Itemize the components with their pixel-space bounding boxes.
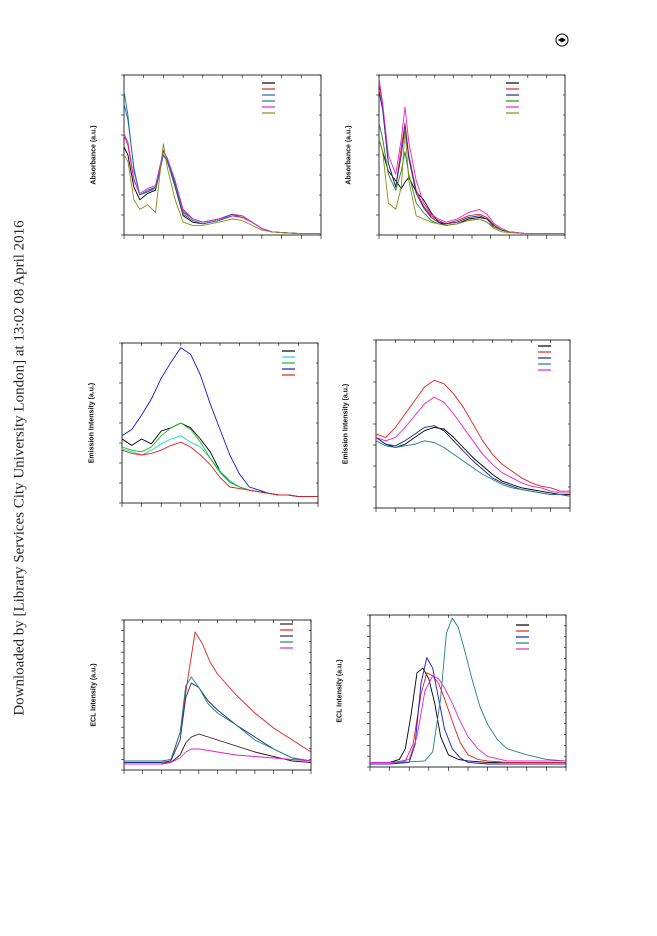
y-axis-label: Absorbance (a.u.) xyxy=(90,125,98,185)
series-line-1 xyxy=(370,667,566,763)
series-line-3 xyxy=(124,682,312,763)
series-line-5 xyxy=(370,675,566,763)
download-watermark: Downloaded by [Library Services City Uni… xyxy=(0,0,40,936)
tick-marks xyxy=(121,74,322,239)
series-line-1 xyxy=(123,146,321,234)
series-line-5 xyxy=(123,135,321,234)
series-line-4 xyxy=(124,676,312,762)
chart-svg xyxy=(119,342,319,507)
series-line-3 xyxy=(370,657,566,765)
series-line-2 xyxy=(370,672,566,763)
tick-marks xyxy=(121,619,312,774)
y-axis-label: ECL Intensity (a.u.) xyxy=(90,663,98,727)
tick-marks xyxy=(376,74,566,239)
series-line-4 xyxy=(121,347,318,498)
series-line-2 xyxy=(375,379,570,492)
series-line-3 xyxy=(123,103,321,234)
tick-marks xyxy=(119,342,319,507)
series-line-1 xyxy=(375,426,570,496)
series-line-2 xyxy=(124,631,312,765)
series-line-6 xyxy=(378,128,565,234)
series-line-5 xyxy=(121,441,318,498)
series-line-5 xyxy=(124,748,312,765)
chart-svg xyxy=(121,619,312,774)
tick-marks xyxy=(367,614,567,771)
series-line-6 xyxy=(123,143,321,234)
chart-svg xyxy=(367,614,567,771)
y-axis-label: ECL Intensity (a.u.) xyxy=(336,659,344,723)
circled-logo-icon xyxy=(555,33,569,47)
tick-marks xyxy=(373,339,571,512)
series-line-5 xyxy=(378,78,565,234)
chart-svg xyxy=(121,74,322,239)
plot-frame xyxy=(121,342,319,504)
series-line-4 xyxy=(375,440,571,497)
y-axis-label: Absorbance (a.u.) xyxy=(345,125,353,185)
chart-absorbance-right: Absorbance (a.u.) xyxy=(336,65,576,250)
y-axis-label: Emission Intensity (a.u.) xyxy=(88,382,96,464)
chart-emission-left: Emission Intensity (a.u.) xyxy=(84,335,329,520)
y-axis-label: Emission Intensity (a.u.) xyxy=(342,383,350,465)
chart-svg xyxy=(373,339,571,512)
series-line-4 xyxy=(370,617,567,763)
chart-ecl-left: ECL Intensity (a.u.) xyxy=(84,610,329,785)
chart-ecl-right: ECL Intensity (a.u.) xyxy=(336,605,576,785)
series-line-2 xyxy=(121,435,318,498)
download-watermark-text: Downloaded by [Library Services City Uni… xyxy=(11,220,28,716)
chart-absorbance-left: Absorbance (a.u.) xyxy=(84,65,329,250)
chart-emission-right: Emission Intensity (a.u.) xyxy=(336,330,576,520)
series-line-3 xyxy=(375,425,571,497)
series-line-1 xyxy=(124,733,312,765)
series-line-1 xyxy=(121,422,318,498)
chart-svg xyxy=(376,74,566,239)
series-line-5 xyxy=(375,396,570,494)
series-line-3 xyxy=(121,422,318,498)
plot-frame xyxy=(369,614,567,768)
series-line-4 xyxy=(123,90,321,234)
